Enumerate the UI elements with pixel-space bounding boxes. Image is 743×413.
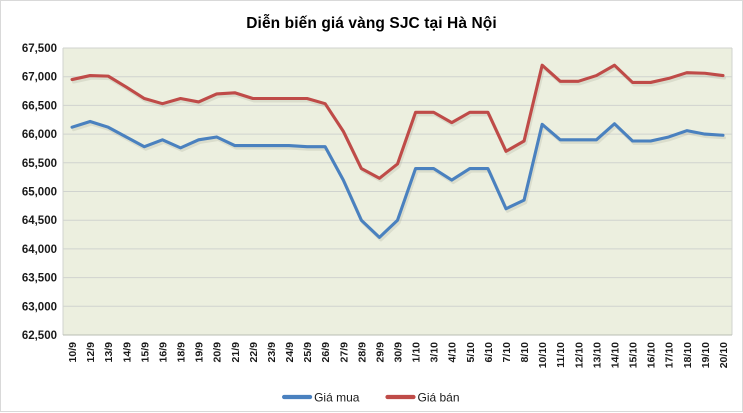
chart-legend: Giá mua Giá bán xyxy=(282,391,460,405)
y-axis-tick-label: 63,000 xyxy=(22,301,57,313)
x-axis-tick-label: 20/10 xyxy=(718,342,730,368)
series-group xyxy=(70,63,727,242)
x-axis-tick-label: 11/10 xyxy=(555,342,567,368)
x-axis-tick-label: 3/10 xyxy=(429,342,441,363)
x-axis-tick-label: 5/10 xyxy=(465,342,477,363)
x-axis-labels-group: 10/9 12/9 13/9 14/9 15/9 16/9 18/9 19/9 20/9 21/9… xyxy=(67,342,730,368)
x-axis-tick-label: 14/9 xyxy=(121,342,133,363)
x-axis-tick-label: 18/10 xyxy=(682,342,694,368)
y-axis-tick-label: 64,500 xyxy=(22,215,57,227)
series-line-buy xyxy=(70,119,725,239)
x-axis-tick-label: 27/9 xyxy=(338,342,350,363)
x-axis-tick-label: 21/9 xyxy=(230,342,242,363)
x-axis-tick-label: 23/9 xyxy=(266,342,278,363)
x-axis-tick-label: 30/9 xyxy=(393,342,405,363)
legend-label: Giá bán xyxy=(418,391,460,405)
y-axis-tick-label: 64,000 xyxy=(22,244,57,256)
y-axis-labels-group: 67,500 67,000 66,500 66,000 65,500 65,000 64,5… xyxy=(22,43,57,342)
y-axis-tick-label: 65,000 xyxy=(22,187,57,199)
x-axis-tick-label: 16/9 xyxy=(157,342,169,363)
x-axis-tick-label: 15/10 xyxy=(628,342,640,368)
series-line-sell xyxy=(70,63,725,180)
x-axis-tick-label: 7/10 xyxy=(501,342,513,363)
chart-title: Diễn biến giá vàng SJC tại Hà Nội xyxy=(246,15,497,32)
x-axis-tick-label: 4/10 xyxy=(447,342,459,363)
legend-label: Giá mua xyxy=(314,391,360,405)
x-axis-tick-label: 18/9 xyxy=(176,342,188,363)
y-axis-tick-label: 62,500 xyxy=(22,330,57,342)
x-axis-tick-label: 6/10 xyxy=(483,342,495,363)
y-axis-tick-label: 67,000 xyxy=(22,72,57,84)
x-axis-tick-label: 14/10 xyxy=(609,342,621,368)
x-axis-tick-label: 8/10 xyxy=(519,342,531,363)
y-axis-tick-label: 65,500 xyxy=(22,158,57,170)
x-axis-tick-label: 17/10 xyxy=(664,342,676,368)
x-axis-tick-label: 10/10 xyxy=(537,342,549,368)
x-axis-tick-label: 1/10 xyxy=(411,342,423,363)
x-axis-tick-label: 22/9 xyxy=(248,342,260,363)
x-axis-tick-label: 10/9 xyxy=(67,342,79,363)
x-axis-tick-label: 15/9 xyxy=(139,342,151,363)
y-axis-tick-label: 63,500 xyxy=(22,273,57,285)
x-axis-tick-label: 19/10 xyxy=(700,342,712,368)
y-axis-tick-label: 66,000 xyxy=(22,129,57,141)
x-axis-tick-label: 24/9 xyxy=(284,342,296,363)
y-axis-tick-label: 67,500 xyxy=(22,43,57,55)
x-axis-tick-label: 16/10 xyxy=(646,342,658,368)
x-axis-tick-label: 25/9 xyxy=(302,342,314,363)
x-axis-tick-label: 29/9 xyxy=(374,342,386,363)
x-axis-tick-label: 13/9 xyxy=(103,342,115,363)
x-axis-tick-label: 26/9 xyxy=(320,342,332,363)
y-axis-tick-label: 66,500 xyxy=(22,100,57,112)
x-axis-tick-label: 20/9 xyxy=(212,342,224,363)
x-axis-tick-label: 12/9 xyxy=(85,342,97,363)
x-axis-tick-label: 19/9 xyxy=(194,342,206,363)
x-axis-tick-label: 12/10 xyxy=(573,342,585,368)
x-axis-tick-label: 28/9 xyxy=(356,342,368,363)
x-axis-tick-label: 13/10 xyxy=(591,342,603,368)
